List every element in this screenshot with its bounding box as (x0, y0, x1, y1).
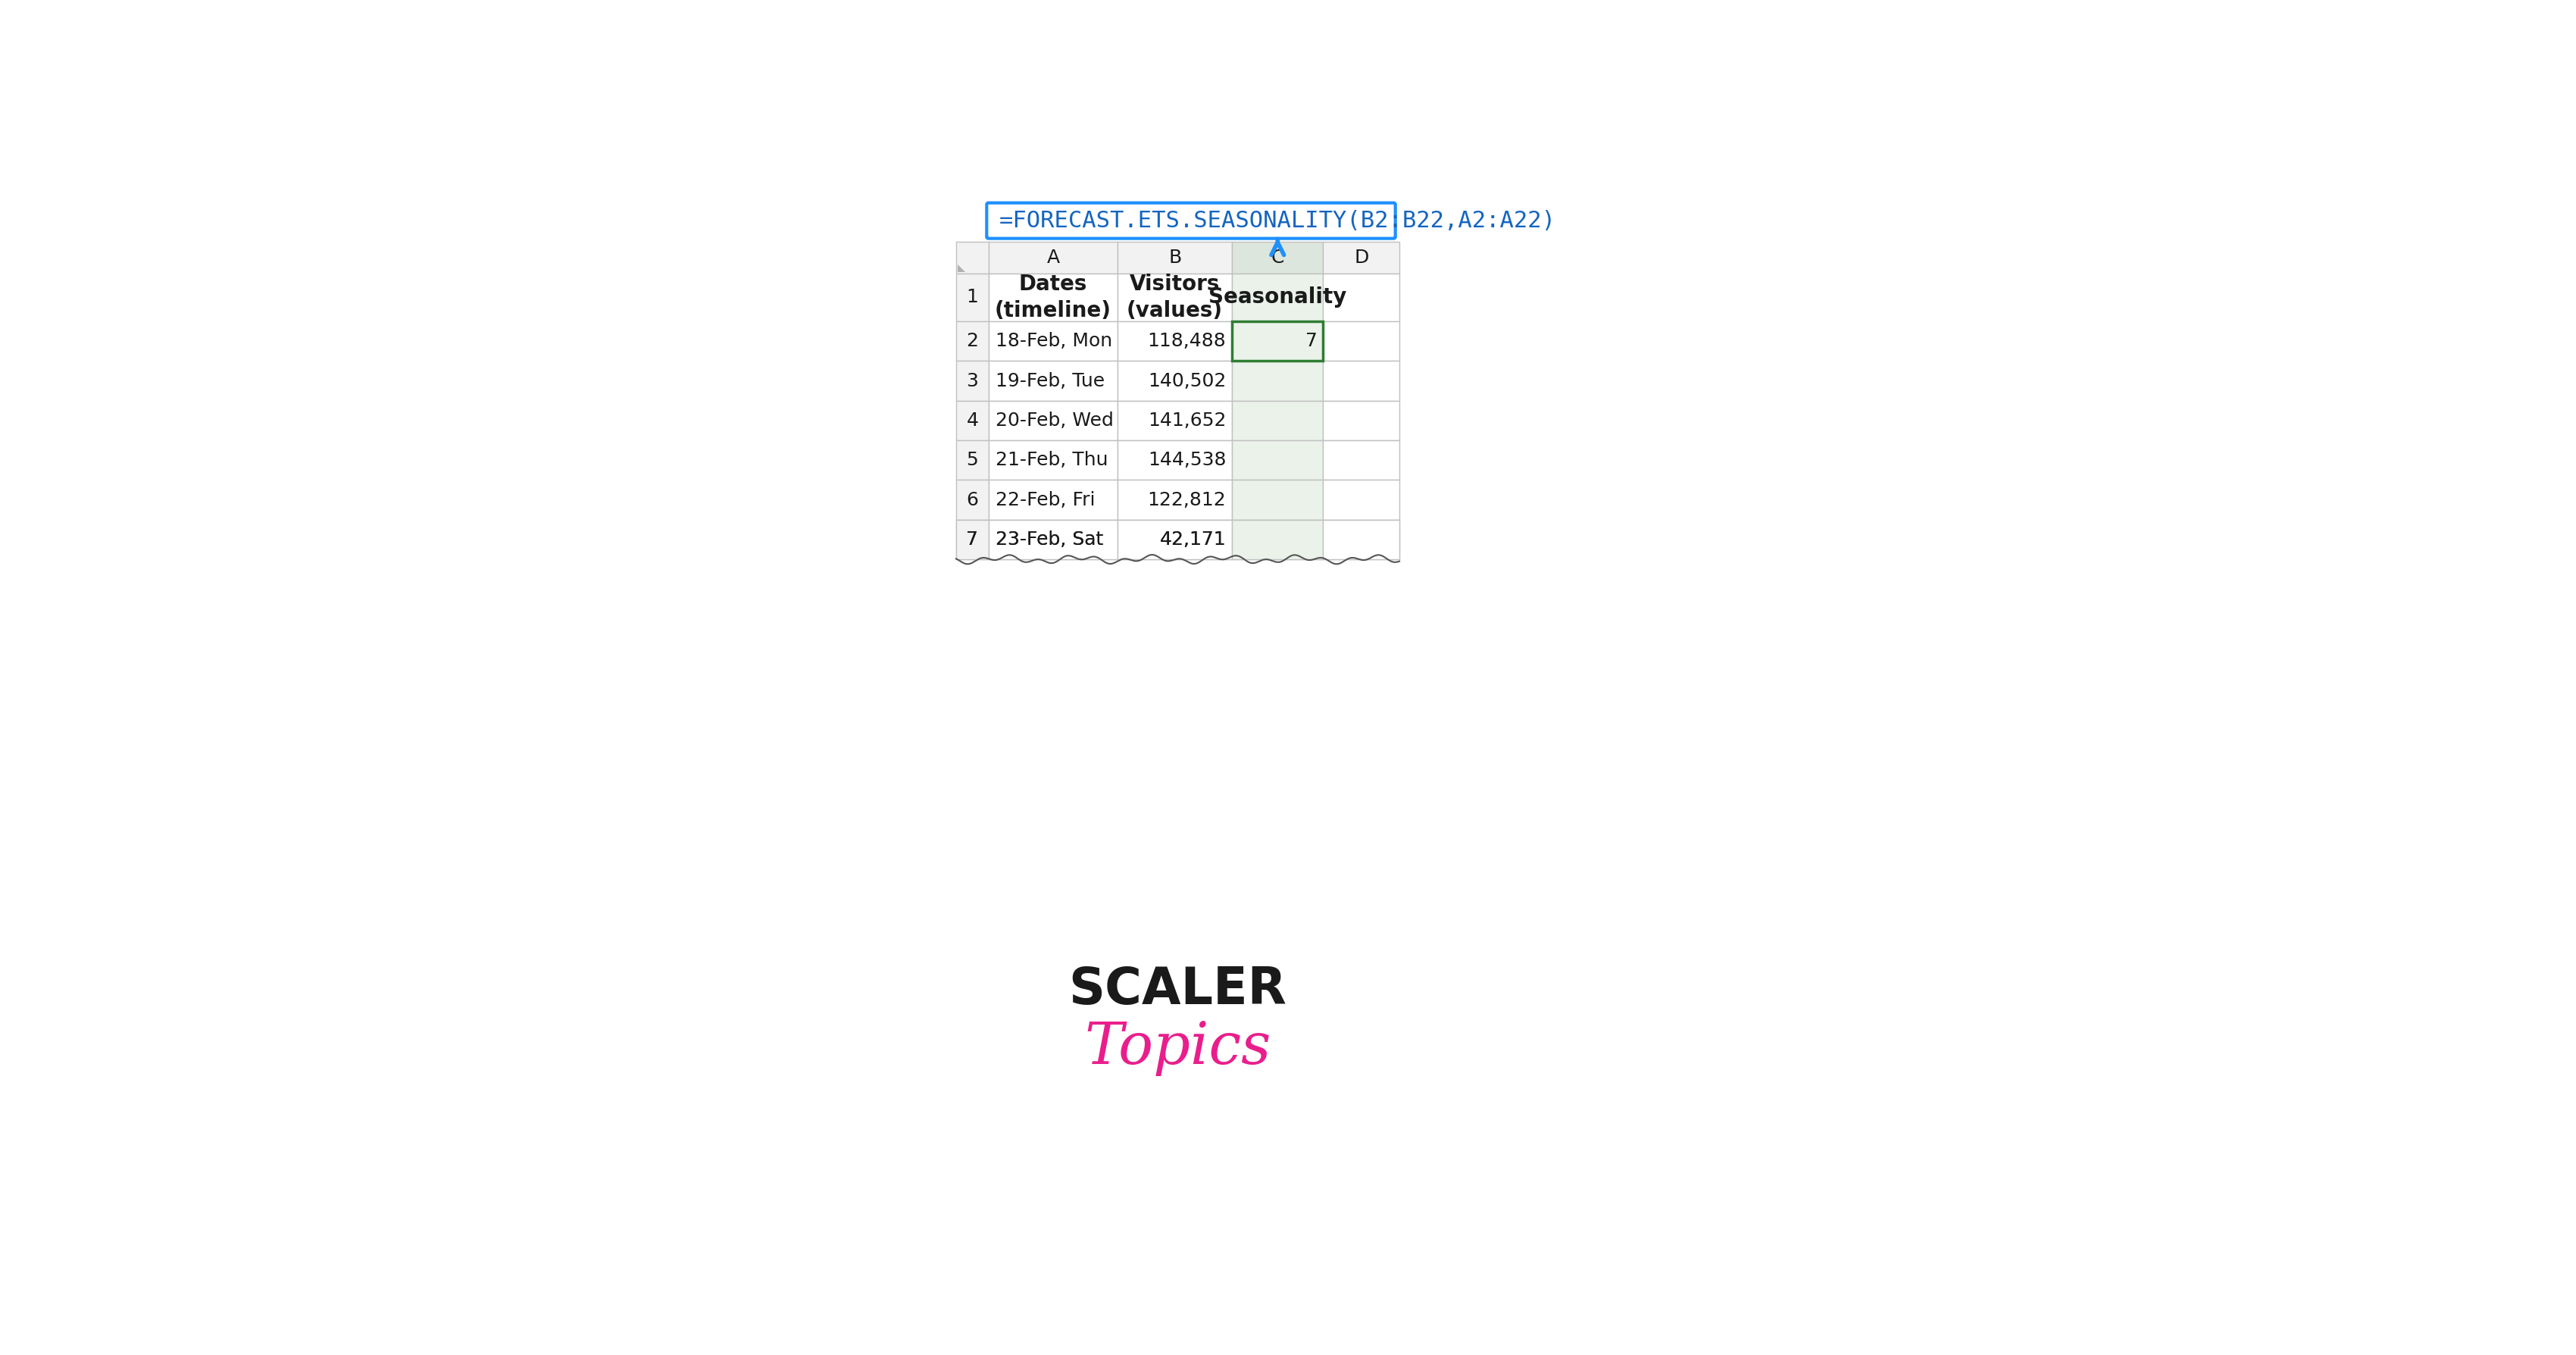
Text: 3: 3 (966, 371, 979, 390)
Bar (956, 520, 989, 560)
Bar (956, 401, 989, 440)
Bar (1118, 241, 1231, 274)
Bar (956, 360, 989, 401)
Text: 20-Feb, Wed: 20-Feb, Wed (994, 412, 1113, 430)
Text: =FORECAST.ETS.SEASONALITY(B2:B22,A2:A22): =FORECAST.ETS.SEASONALITY(B2:B22,A2:A22) (999, 210, 1556, 232)
Bar (1231, 440, 1324, 480)
Bar (1324, 440, 1399, 480)
Text: Topics: Topics (1084, 1020, 1270, 1076)
Bar (956, 520, 989, 560)
Bar (1231, 480, 1324, 520)
Text: 22-Feb, Fri: 22-Feb, Fri (994, 491, 1095, 509)
Text: 5: 5 (966, 451, 979, 469)
Bar (1231, 360, 1324, 401)
Text: 141,652: 141,652 (1149, 412, 1226, 430)
Text: 2: 2 (966, 332, 979, 350)
Bar (956, 321, 989, 360)
Bar (1231, 241, 1324, 274)
Text: Visitors
(values): Visitors (values) (1126, 274, 1224, 321)
Bar (1231, 274, 1324, 321)
Bar (1231, 520, 1324, 560)
Bar (1324, 401, 1399, 440)
Text: 6: 6 (966, 491, 979, 509)
Bar (1324, 241, 1399, 274)
Bar (1231, 321, 1324, 360)
Text: 23-Feb, Sat: 23-Feb, Sat (994, 530, 1103, 549)
Bar (989, 520, 1118, 560)
Bar (1118, 480, 1231, 520)
Bar (1324, 480, 1399, 520)
Bar (1118, 360, 1231, 401)
Bar (989, 321, 1118, 360)
Bar (989, 480, 1118, 520)
Bar (1324, 360, 1399, 401)
Text: 18-Feb, Mon: 18-Feb, Mon (994, 332, 1113, 350)
Bar (989, 274, 1118, 321)
Bar (1324, 520, 1399, 560)
Bar (989, 360, 1118, 401)
Text: A: A (1046, 248, 1059, 267)
Text: 122,812: 122,812 (1149, 491, 1226, 509)
Bar (1324, 520, 1399, 560)
Text: 1: 1 (966, 289, 979, 306)
Bar (956, 480, 989, 520)
Bar (1324, 274, 1399, 321)
Bar (1118, 440, 1231, 480)
Polygon shape (958, 264, 966, 272)
Bar (989, 440, 1118, 480)
Bar (1324, 321, 1399, 360)
Text: 7: 7 (966, 530, 979, 549)
Text: D: D (1355, 248, 1368, 267)
Text: 140,502: 140,502 (1149, 371, 1226, 390)
Bar (989, 520, 1118, 560)
Text: 4: 4 (966, 412, 979, 430)
Bar (1118, 401, 1231, 440)
Text: Seasonality: Seasonality (1208, 287, 1347, 308)
Bar (1118, 321, 1231, 360)
Bar (956, 241, 989, 274)
Bar (989, 401, 1118, 440)
Text: 19-Feb, Tue: 19-Feb, Tue (994, 371, 1105, 390)
Bar (989, 241, 1118, 274)
Bar (1118, 274, 1231, 321)
Bar (1118, 520, 1231, 560)
Bar (1118, 520, 1231, 560)
Text: SCALER: SCALER (1069, 965, 1288, 1015)
Text: B: B (1170, 248, 1182, 267)
Text: 21-Feb, Thu: 21-Feb, Thu (994, 451, 1108, 469)
Text: 42,171: 42,171 (1159, 530, 1226, 549)
Text: 7: 7 (966, 530, 979, 549)
Text: 118,488: 118,488 (1149, 332, 1226, 350)
Text: 144,538: 144,538 (1149, 451, 1226, 469)
Bar (1231, 401, 1324, 440)
Text: 42,171: 42,171 (1159, 530, 1226, 549)
Text: 23-Feb, Sat: 23-Feb, Sat (994, 530, 1103, 549)
Text: 7: 7 (1306, 332, 1316, 350)
Text: Dates
(timeline): Dates (timeline) (994, 274, 1110, 321)
Bar (956, 440, 989, 480)
Bar (1231, 520, 1324, 560)
Bar (956, 274, 989, 321)
Text: C: C (1270, 248, 1285, 267)
FancyBboxPatch shape (987, 203, 1396, 238)
